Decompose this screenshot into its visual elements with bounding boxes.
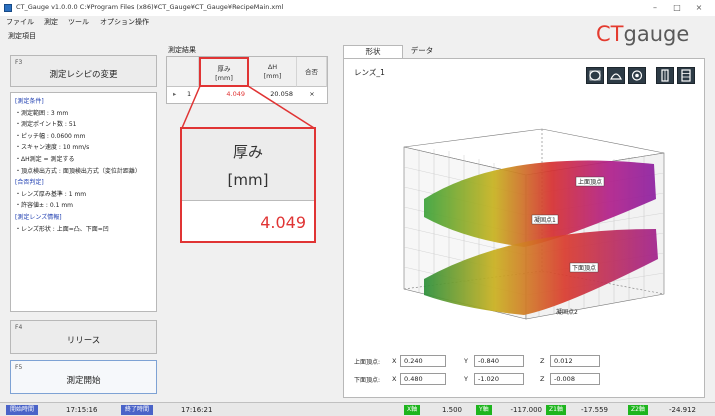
thickness-zoom-callout: 厚み [mm] 4.049 <box>180 127 316 243</box>
window-title: CT_Gauge v1.0.0.0 C:¥Program Files (x86)… <box>16 3 284 11</box>
y-axis-value: -117.000 <box>510 406 542 414</box>
menu-tools[interactable]: ツール <box>68 18 89 26</box>
bottom-y-axis-label: Y <box>464 375 468 383</box>
pass-cell: × <box>309 90 315 98</box>
start-time-value: 17:15:16 <box>66 406 98 414</box>
table-row[interactable]: ▸ 1 4.049 20.058 × <box>167 87 327 101</box>
bottom-z-field[interactable]: -0.008 <box>550 373 600 385</box>
bottom-surface <box>424 229 658 315</box>
lens-3d-plot: 上面頂点 凝固点1 下面頂点 凝固点2 <box>403 128 665 320</box>
maximize-button[interactable]: □ <box>673 3 681 12</box>
menu-file[interactable]: ファイル <box>6 18 34 26</box>
top-z-axis-label: Z <box>540 357 545 365</box>
bottom-y-field[interactable]: -1.020 <box>474 373 524 385</box>
menu-measure[interactable]: 測定 <box>44 18 58 26</box>
shape-view-panel: レンズ_1 <box>343 58 705 398</box>
end-time-value: 17:16:21 <box>181 406 213 414</box>
row-marker-icon: ▸ <box>173 90 177 98</box>
release-label: リリース <box>66 336 101 346</box>
x-axis-badge: X軸 <box>404 405 421 415</box>
table-corner <box>167 57 199 87</box>
conditions-panel: [測定条件] ・測定範囲 : 3 mm ・測定ポイント数 : 51 ・ピッチ幅 … <box>10 92 157 312</box>
cond-line: ・スキャン速度 : 10 mm/s <box>15 144 90 152</box>
menu-options[interactable]: オプション操作 <box>100 18 149 26</box>
f5-key: F5 <box>15 364 23 371</box>
title-bar: CT_Gauge v1.0.0.0 C:¥Program Files (x86)… <box>0 0 715 16</box>
cond-line: ・測定ポイント数 : 51 <box>15 121 77 129</box>
x-axis-value: 1.500 <box>441 406 462 414</box>
bottom-surface-label: 下面頂点 <box>572 264 596 272</box>
bottom-vertex-label: 下面頂点: <box>354 377 381 384</box>
menu-bar: ファイル 測定 ツール オプション操作 <box>0 16 340 28</box>
bottom-x-axis-label: X <box>392 375 397 383</box>
bottom-x-field[interactable]: 0.480 <box>400 373 446 385</box>
z1-axis-badge: Z1軸 <box>546 405 566 415</box>
dh-cell: 20.058 <box>270 90 293 98</box>
z2-axis-badge: Z2軸 <box>628 405 648 415</box>
center-bottom-label: 凝固点2 <box>556 308 578 316</box>
start-measure-label: 測定開始 <box>66 376 101 386</box>
start-measure-button[interactable]: F5 測定開始 <box>10 360 157 394</box>
f4-key: F4 <box>15 324 23 331</box>
top-z-field[interactable]: 0.012 <box>550 355 600 367</box>
top-vertex-label: 上面頂点: <box>354 359 381 366</box>
thickness-cell: 4.049 <box>226 90 245 98</box>
close-button[interactable]: × <box>695 3 703 12</box>
zoom-header: 厚み [mm] <box>182 129 314 201</box>
minimize-button[interactable]: – <box>653 3 657 12</box>
zoom-thickness-value: 4.049 <box>260 213 306 232</box>
zoom-header-unit: [mm] <box>227 171 269 189</box>
cond-line: ・許容値± : 0.1 mm <box>15 202 74 210</box>
cond-line: ・ΔH測定 = 測定する <box>15 155 75 163</box>
bottom-z-axis-label: Z <box>540 375 545 383</box>
results-table[interactable]: 厚み [mm] ΔH [mm] 合否 ▸ 1 4.049 20.058 × <box>166 56 328 104</box>
top-y-field[interactable]: -0.840 <box>474 355 524 367</box>
view-3d-icon[interactable] <box>586 67 604 84</box>
tab-data[interactable]: データ <box>410 46 434 55</box>
release-button[interactable]: F4 リリース <box>10 320 157 354</box>
measure-items-caption: 測定項目 <box>8 32 36 40</box>
lens-name: レンズ_1 <box>354 68 385 77</box>
cond-line: ・レンズ形状 : 上面=凸、下面=凹 <box>15 225 109 233</box>
col-dh-header[interactable]: ΔH [mm] <box>249 57 297 87</box>
cond-line: [測定レンズ情報] <box>15 213 62 221</box>
app-icon <box>4 4 12 12</box>
z2-axis-value: -24.912 <box>668 406 696 414</box>
change-recipe-label: 測定レシピの変更 <box>49 70 118 80</box>
z1-axis-value: -17.559 <box>580 406 608 414</box>
zoom-header-title: 厚み <box>232 143 263 161</box>
status-bar: 開始時間 17:15:16 終了時間 17:16:21 X軸 1.500 Y軸 … <box>0 402 715 416</box>
cond-line: ・頂点検出方式 : 面頂検出方式（変位計距離） <box>15 167 141 175</box>
cond-line: ・測定範囲 : 3 mm <box>15 109 69 117</box>
cond-line: [測定条件] <box>15 98 44 105</box>
view-side-icon[interactable] <box>656 67 674 84</box>
results-caption: 測定結果 <box>168 46 196 54</box>
ctgauge-logo: CTgauge <box>596 22 690 46</box>
tab-shape[interactable]: 形状 <box>343 45 403 58</box>
start-time-label: 開始時間 <box>6 405 39 415</box>
top-x-axis-label: X <box>392 357 397 365</box>
view-top-icon[interactable] <box>607 67 625 84</box>
top-surface-label: 上面頂点 <box>578 178 602 186</box>
row-index: 1 <box>187 90 192 98</box>
top-y-axis-label: Y <box>464 357 468 365</box>
cond-line: ・ピッチ幅 : 0.0600 mm <box>15 132 86 140</box>
center-top-label: 凝固点1 <box>534 216 556 224</box>
top-x-field[interactable]: 0.240 <box>400 355 446 367</box>
col-pass-header[interactable]: 合否 <box>297 57 327 87</box>
cond-line: [合否判定] <box>15 179 44 187</box>
view-front-icon[interactable] <box>628 67 646 84</box>
view-grid-icon[interactable] <box>677 67 695 84</box>
col-thickness-header[interactable]: 厚み [mm] <box>199 57 249 87</box>
end-time-label: 終了時間 <box>121 405 154 415</box>
change-recipe-button[interactable]: F3 測定レシピの変更 <box>10 55 157 87</box>
f3-key: F3 <box>15 59 23 66</box>
cond-line: ・レンズ厚み基準 : 1 mm <box>15 190 87 198</box>
y-axis-badge: Y軸 <box>476 405 492 415</box>
